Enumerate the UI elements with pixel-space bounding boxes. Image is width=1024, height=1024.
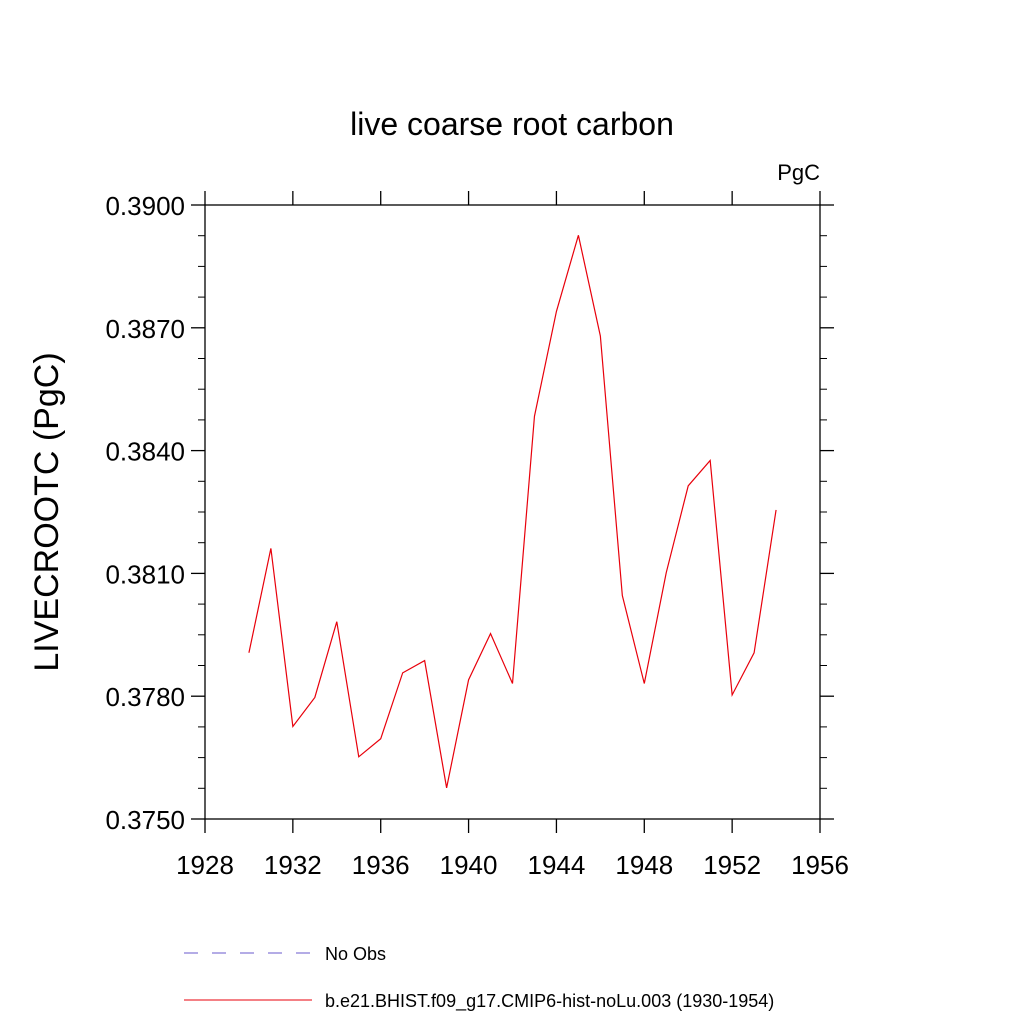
y-axis-label: LIVECROOTC (PgC) <box>28 352 66 671</box>
units-label: PgC <box>777 160 820 185</box>
y-tick-label: 0.3870 <box>105 314 185 344</box>
x-tick-label: 1956 <box>791 850 849 880</box>
y-tick-label: 0.3810 <box>105 559 185 589</box>
y-tick-label: 0.3840 <box>105 437 185 467</box>
x-tick-label: 1932 <box>264 850 322 880</box>
x-tick-label: 1940 <box>440 850 498 880</box>
axis-tick-labels: 1928 1932 1936 1940 1944 1948 1952 1956 0.3750 0.… <box>105 191 848 880</box>
x-tick-label: 1952 <box>703 850 761 880</box>
chart-title: live coarse root carbon <box>350 106 674 142</box>
y-tick-label: 0.3900 <box>105 191 185 221</box>
legend-label-model: b.e21.BHIST.f09_g17.CMIP6-hist-noLu.003 … <box>325 991 774 1012</box>
x-tick-label: 1936 <box>352 850 410 880</box>
axis-ticks <box>191 191 834 833</box>
x-tick-label: 1948 <box>615 850 673 880</box>
plot-series <box>248 235 777 789</box>
y-tick-label: 0.3750 <box>105 805 185 835</box>
legend-label-no-obs: No Obs <box>325 944 386 964</box>
series-line-1 <box>248 235 777 789</box>
x-tick-label: 1928 <box>176 850 234 880</box>
plot-frame <box>204 204 821 820</box>
y-tick-label: 0.3780 <box>105 682 185 712</box>
legend: No Obs b.e21.BHIST.f09_g17.CMIP6-hist-no… <box>184 944 774 1012</box>
x-tick-label: 1944 <box>528 850 586 880</box>
